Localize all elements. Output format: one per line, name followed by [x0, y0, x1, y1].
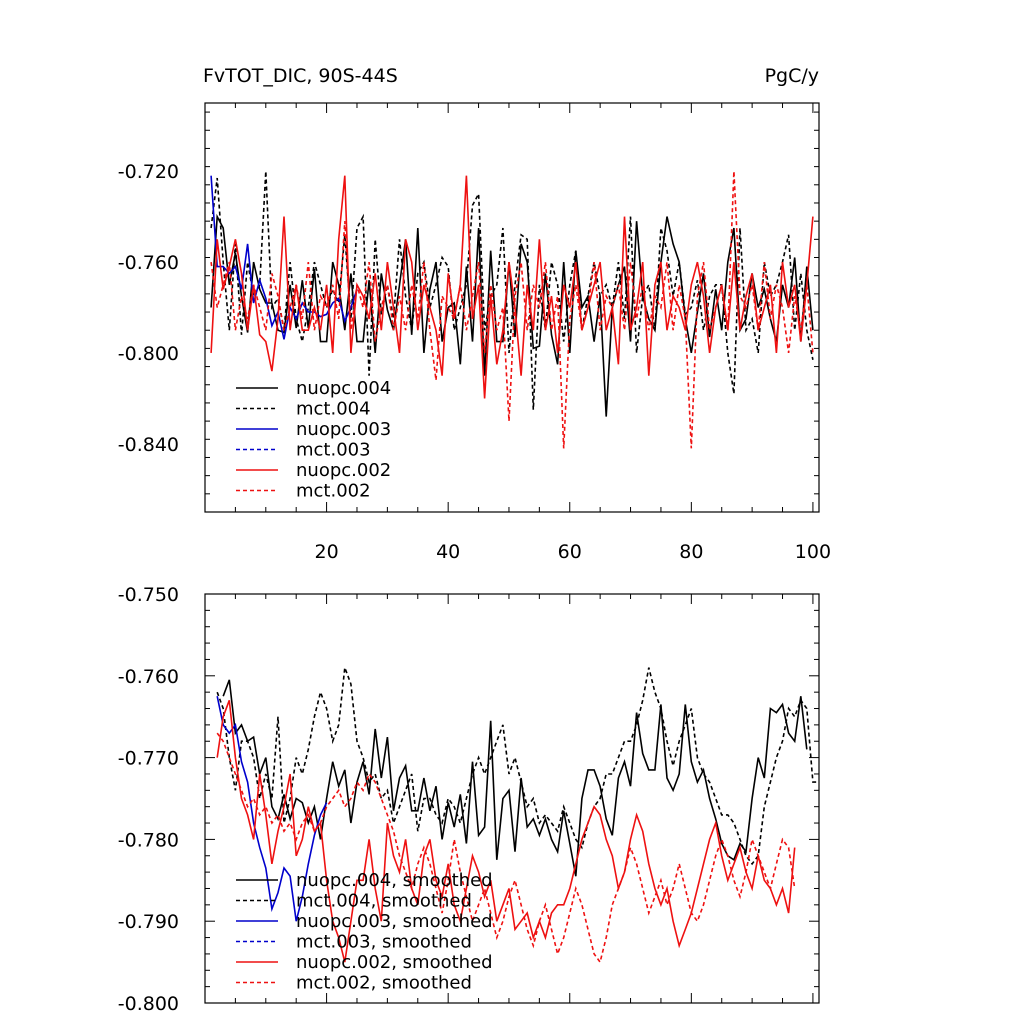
series-line-nuopc-002: [210, 175, 814, 399]
y-tick-label: -0.790: [118, 911, 179, 933]
y-tick-label: -0.800: [118, 993, 179, 1015]
plot-frame: [204, 102, 820, 513]
plot-frame: [204, 593, 820, 1004]
series-line-nuopc-003-smoothed: [216, 696, 328, 922]
series-line-mct-004: [210, 171, 814, 410]
x-tick-label: 80: [679, 541, 703, 563]
legend-label: nuopc.003, smoothed: [296, 911, 493, 932]
legend-label: mct.003, smoothed: [296, 932, 472, 953]
legend-label: mct.002, smoothed: [296, 973, 472, 994]
series-line-mct-004-smoothed: [216, 667, 819, 866]
y-tick-label: -0.760: [118, 252, 179, 274]
legend-label: mct.004, smoothed: [296, 891, 472, 912]
legend-label: mct.003: [296, 440, 371, 461]
series-line-nuopc-003: [210, 175, 358, 340]
series-line-nuopc-004-smoothed: [222, 679, 808, 877]
x-tick-label: 20: [314, 541, 338, 563]
x-tick-label: 40: [436, 541, 460, 563]
legend-label: nuopc.004: [296, 378, 391, 399]
series-line-mct-002: [210, 171, 814, 449]
y-tick-label: -0.800: [118, 343, 179, 365]
top-panel: FvTOT_DIC, 90S-44S PgC/y 20 40 60 80 100 -0.7…: [118, 65, 831, 563]
legend-label: mct.004: [296, 399, 371, 420]
legend-label: nuopc.002: [296, 460, 391, 481]
legend-label: nuopc.004, smoothed: [296, 870, 493, 891]
legend-label: nuopc.002, smoothed: [296, 952, 493, 973]
legend-label: mct.002: [296, 481, 371, 502]
top-chart-title: FvTOT_DIC, 90S-44S: [203, 65, 398, 87]
y-tick-label: -0.780: [118, 829, 179, 851]
y-tick-label: -0.760: [118, 666, 179, 688]
x-tick-label: 60: [558, 541, 582, 563]
y-tick-label: -0.720: [118, 161, 179, 183]
top-chart-units: PgC/y: [765, 65, 819, 87]
y-tick-label: -0.750: [118, 584, 179, 606]
series-line-mct-002-smoothed: [216, 732, 796, 964]
legend-label: nuopc.003: [296, 419, 391, 440]
y-tick-label: -0.840: [118, 434, 179, 456]
bottom-panel: -0.750 -0.760 -0.770 -0.780 -0.790 -0.800 nuop…: [118, 584, 820, 1015]
y-tick-label: -0.770: [118, 748, 179, 770]
x-tick-label: 100: [795, 541, 831, 563]
